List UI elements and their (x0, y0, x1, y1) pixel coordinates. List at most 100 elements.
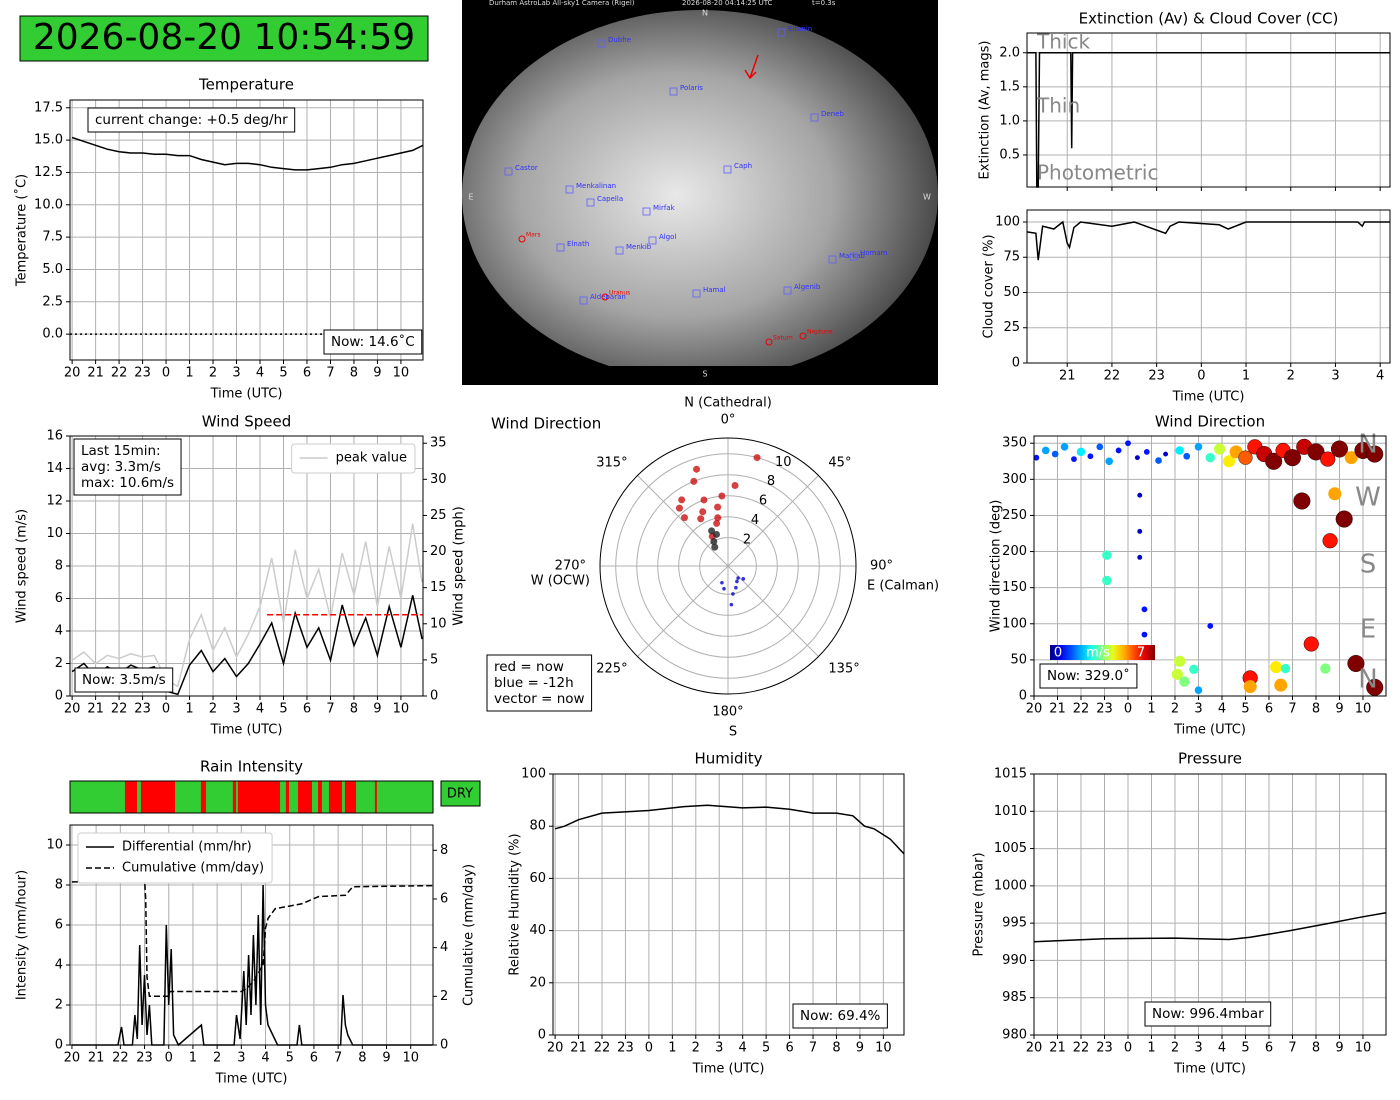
wind-point (1171, 668, 1183, 680)
x-tick-label: 8 (350, 366, 358, 381)
y2-tick-label: 0 (430, 689, 438, 704)
wind-point (675, 504, 683, 512)
x-tick-label: 2 (209, 366, 217, 381)
y-tick-label: 25 (1003, 320, 1020, 335)
wind-point (1320, 663, 1331, 674)
compass-letter: N (1358, 430, 1377, 460)
wind-point (1303, 636, 1319, 652)
wind-point (1041, 446, 1050, 455)
star-marker (783, 286, 792, 295)
wind-point (1102, 575, 1112, 586)
y-tick-label: 100 (1002, 616, 1027, 631)
wind-point (1265, 452, 1283, 470)
x-tick-label: 10 (393, 702, 410, 717)
legend-label: Differential (mm/hr) (122, 840, 252, 855)
x-tick-label: 7 (1288, 1041, 1296, 1056)
y2-axis-label: Wind speed (mph) (452, 506, 467, 626)
annotation: Now: 3.5m/s (74, 667, 174, 693)
x-tick-label: 21 (1049, 1041, 1066, 1056)
x-tick-label: 2 (213, 1051, 221, 1066)
star-label: Mirfak (653, 204, 676, 212)
x-tick-label: 4 (256, 702, 264, 717)
x-tick-label: 1 (1147, 702, 1155, 717)
plot-frame (1026, 209, 1391, 364)
x-tick-label: 5 (1241, 1041, 1249, 1056)
x-tick-label: 2 (1171, 702, 1179, 717)
y-tick-label: 0 (1012, 356, 1020, 371)
legend-box (77, 832, 273, 884)
x-tick-label: 2 (1171, 1041, 1179, 1056)
wind-point (1105, 457, 1113, 466)
y-tick-label: 10 (46, 526, 63, 541)
x-tick-label: 7 (809, 1041, 817, 1056)
r-tick-label: 10 (775, 455, 792, 470)
sky-footer (462, 366, 938, 385)
star-label: Dubhe (608, 36, 631, 44)
camera-header: t=0.3s (812, 0, 836, 7)
x-tick-label: 8 (358, 1051, 366, 1066)
line-series (71, 136, 424, 171)
star-marker (692, 289, 701, 298)
planet-marker (765, 338, 773, 346)
plot-area (1027, 210, 1390, 363)
wind-point (1238, 450, 1253, 465)
r-tick-label: 4 (751, 513, 759, 528)
sky-dome (462, 10, 938, 380)
colorbar (1050, 645, 1155, 660)
wind-point (1143, 448, 1150, 455)
y-tick-label: 0 (538, 1028, 546, 1043)
y-tick-label: 2 (55, 998, 63, 1013)
y-tick-label: 50 (1010, 652, 1027, 667)
wind-point (1051, 450, 1059, 458)
x-tick-label: 21 (1059, 369, 1076, 384)
x-tick-label: 6 (1265, 702, 1273, 717)
wind-point (1222, 455, 1236, 468)
chart-title: Wind Direction (1155, 413, 1265, 431)
x-tick-label: 2 (209, 702, 217, 717)
x-tick-label: 23 (617, 1041, 634, 1056)
annotation: Now: 14.6˚C (323, 329, 423, 355)
plot-frame (552, 773, 905, 1036)
x-tick-label: 23 (1096, 1041, 1113, 1056)
x-tick-label: 22 (111, 702, 128, 717)
legend: Differential (mm/hr) Cumulative (mm/day) (77, 832, 273, 884)
rain-strip-wet (285, 781, 290, 813)
plot-frame (1033, 773, 1387, 1036)
wind-point (1134, 455, 1140, 461)
wind-point (753, 454, 761, 462)
line-series (1026, 220, 1390, 261)
clock: 2026-08-20 10:54:59 (33, 17, 415, 58)
y-tick-label: 12.5 (34, 165, 63, 180)
status-box (440, 780, 481, 807)
wind-point (699, 508, 707, 516)
y2-axis-label: Cumulative (mm/day) (462, 864, 477, 1006)
theta-tick-label: 270° (555, 559, 586, 574)
y2-tick-label: 4 (440, 940, 448, 955)
y2-tick-label: 10 (430, 616, 447, 631)
wind-point (1330, 440, 1348, 458)
y-tick-label: 12 (46, 494, 63, 509)
y-tick-label: 150 (1002, 580, 1027, 595)
star-label: Hamal (703, 286, 726, 294)
wind-point (1115, 447, 1122, 454)
x-tick-label: 10 (1355, 702, 1372, 717)
annotation-box (73, 438, 182, 496)
x-tick-label: 9 (856, 1041, 864, 1056)
star-label: Castor (515, 164, 538, 172)
rain-strip-wet (297, 781, 312, 813)
x-tick-label: 23 (136, 1051, 153, 1066)
y-axis-label: Pressure (mbar) (972, 852, 987, 956)
x-axis-label: Time (UTC) (210, 387, 283, 402)
x-tick-label: 22 (594, 1041, 611, 1056)
y2-tick-label: 6 (440, 891, 448, 906)
wind-point (1183, 452, 1191, 460)
rain-strip-wet (344, 781, 357, 813)
y-tick-label: 2.5 (42, 294, 63, 309)
wind-point (1214, 443, 1226, 455)
y-axis-label: Relative Humidity (%) (508, 833, 523, 975)
x-tick-label: 5 (279, 702, 287, 717)
wind-point (1137, 554, 1143, 560)
wind-point (1125, 440, 1131, 447)
annotation: Now: 996.4mbar (1144, 1001, 1272, 1027)
